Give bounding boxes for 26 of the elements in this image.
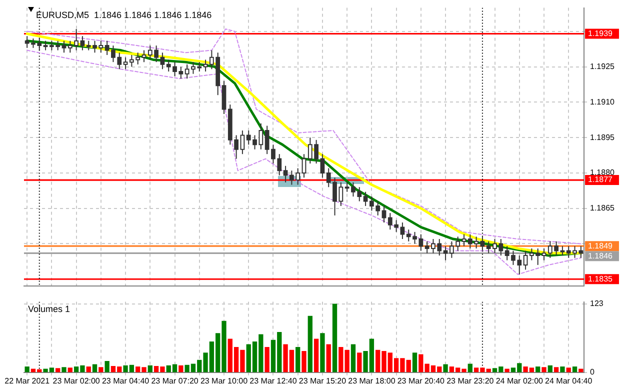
x-tick-label: 23 Mar 23:20 xyxy=(446,376,494,386)
chart-title: EURUSD,M5 1.1846 1.1846 1.1846 1.1846 xyxy=(36,10,212,20)
x-tick-label: 23 Mar 15:20 xyxy=(298,376,347,386)
y-tick-label: 1.1895 xyxy=(590,132,616,142)
ref-line-label: 1.1877 xyxy=(588,175,614,184)
x-tick-label: 23 Mar 07:20 xyxy=(151,376,199,386)
x-tick-label: 22 Mar 2021 xyxy=(4,376,50,386)
ref-line-label: 1.1835 xyxy=(588,274,614,284)
y-tick-label: 123 xyxy=(590,299,604,308)
y-tick-label: 1.1925 xyxy=(590,62,616,71)
ref-line-label: 1.1846 xyxy=(588,251,614,260)
x-tick-label: 23 Mar 02:00 xyxy=(52,376,100,386)
x-tick-label: 24 Mar 02:00 xyxy=(496,376,544,386)
y-tick-label: 0 xyxy=(590,368,595,377)
x-tick-label: 23 Mar 04:40 xyxy=(102,376,150,386)
y-tick-label: 1.1910 xyxy=(590,97,616,106)
x-tick-label: 23 Mar 10:00 xyxy=(200,376,248,386)
chart-title: Volumes 1 xyxy=(28,304,70,314)
y-tick-label: 1.1880 xyxy=(590,168,616,178)
y-tick-label: 1.1865 xyxy=(590,204,616,213)
x-tick-label: 23 Mar 18:00 xyxy=(348,376,396,386)
x-tick-label: 23 Mar 12:40 xyxy=(250,376,298,386)
ref-line-label: 1.1849 xyxy=(588,241,614,250)
x-tick-label: 24 Mar 04:40 xyxy=(545,376,593,386)
x-tick-label: 23 Mar 20:40 xyxy=(397,376,446,386)
ref-line-label: 1.1939 xyxy=(588,28,614,38)
